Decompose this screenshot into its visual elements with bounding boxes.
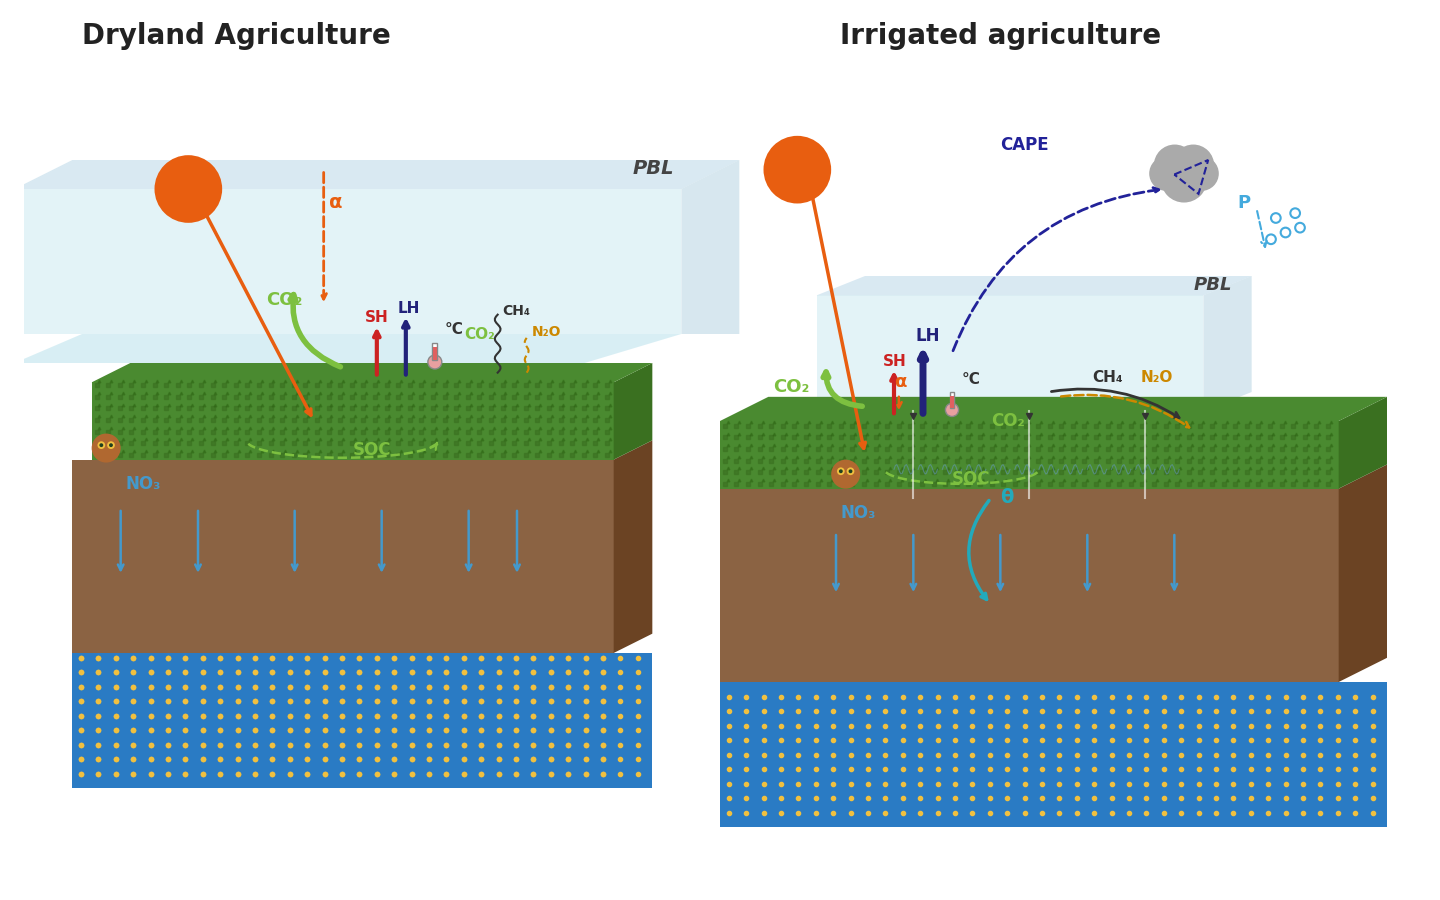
Text: °C: °C	[962, 373, 981, 387]
Polygon shape	[613, 363, 652, 460]
Polygon shape	[14, 334, 681, 363]
Text: NO₃: NO₃	[125, 474, 161, 492]
Circle shape	[92, 434, 121, 463]
Bar	[720, 489, 1339, 682]
Polygon shape	[1339, 397, 1387, 489]
Text: CO₂: CO₂	[464, 327, 494, 342]
Circle shape	[831, 460, 860, 489]
Bar	[72, 460, 613, 653]
Circle shape	[1149, 156, 1184, 191]
Circle shape	[98, 441, 105, 449]
Text: SH: SH	[883, 354, 906, 369]
Bar	[950, 396, 953, 409]
Circle shape	[99, 443, 104, 447]
Text: CO₂: CO₂	[773, 378, 809, 396]
Text: CAPE: CAPE	[1001, 136, 1048, 154]
Text: NO₃: NO₃	[841, 504, 876, 522]
Circle shape	[946, 403, 959, 417]
Circle shape	[1172, 145, 1214, 186]
Bar	[72, 653, 613, 788]
Polygon shape	[681, 160, 739, 334]
Circle shape	[428, 356, 442, 369]
Bar	[433, 347, 436, 360]
Text: SH: SH	[366, 310, 389, 326]
Text: θ: θ	[1001, 488, 1014, 508]
Text: SOC: SOC	[353, 441, 392, 459]
Polygon shape	[816, 276, 1251, 295]
Text: CH₄: CH₄	[503, 303, 530, 318]
Text: CO₂: CO₂	[991, 412, 1024, 430]
Circle shape	[763, 136, 831, 203]
Text: SOC: SOC	[952, 470, 991, 488]
Bar	[720, 421, 1339, 489]
Polygon shape	[613, 440, 652, 653]
Text: LH: LH	[916, 327, 940, 345]
Text: CO₂: CO₂	[265, 291, 302, 309]
Polygon shape	[92, 363, 652, 382]
Circle shape	[154, 155, 222, 223]
Text: Irrigated agriculture: Irrigated agriculture	[840, 22, 1161, 50]
Text: Dryland Agriculture: Dryland Agriculture	[82, 22, 392, 50]
Circle shape	[109, 443, 112, 447]
Circle shape	[107, 441, 115, 449]
Bar	[949, 392, 955, 409]
Text: °C: °C	[445, 322, 464, 337]
Polygon shape	[1339, 464, 1387, 682]
Polygon shape	[14, 160, 739, 189]
Text: CH₄: CH₄	[1092, 370, 1123, 385]
Text: PBL: PBL	[634, 159, 674, 178]
Polygon shape	[720, 397, 1387, 421]
Circle shape	[847, 467, 854, 475]
Text: N₂O: N₂O	[531, 325, 562, 339]
Text: LH: LH	[397, 301, 420, 316]
Bar	[720, 682, 1387, 827]
Text: α: α	[330, 194, 343, 212]
Circle shape	[1161, 156, 1207, 202]
Text: α: α	[894, 374, 906, 392]
Circle shape	[1184, 156, 1218, 191]
Text: P: P	[1237, 194, 1250, 212]
Bar	[14, 189, 681, 334]
Text: N₂O: N₂O	[1140, 370, 1172, 385]
Text: PBL: PBL	[1194, 276, 1233, 294]
Circle shape	[840, 469, 842, 473]
Circle shape	[1153, 145, 1195, 186]
Circle shape	[837, 467, 845, 475]
Bar	[816, 295, 1204, 411]
Bar	[432, 343, 438, 360]
Bar	[72, 653, 652, 788]
Polygon shape	[1204, 276, 1251, 411]
Bar	[92, 382, 613, 460]
Circle shape	[848, 469, 852, 473]
